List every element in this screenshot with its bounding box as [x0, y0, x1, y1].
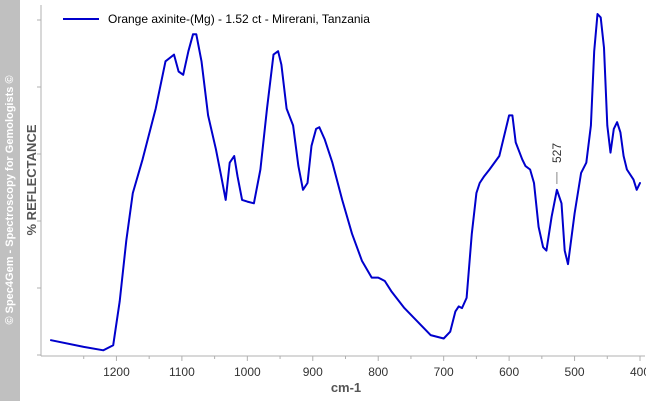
- x-tick-label: 1100: [169, 365, 195, 379]
- watermark-sidebar: © Spec4Gem - Spectroscopy for Gemologist…: [0, 0, 20, 401]
- x-tick-label: 400: [630, 365, 646, 379]
- y-axis-title: % REFLECTANCE: [24, 124, 39, 235]
- legend-label: Orange axinite-(Mg) - 1.52 ct - Mirerani…: [108, 12, 370, 26]
- x-tick-label: 700: [434, 365, 454, 379]
- annotation-layer: 527: [550, 143, 564, 184]
- x-tick-label: 800: [368, 365, 388, 379]
- x-axis-title: cm-1: [331, 380, 361, 395]
- x-tick-label: 600: [499, 365, 519, 379]
- x-tick-label: 1200: [103, 365, 130, 379]
- x-tick-label: 1000: [234, 365, 261, 379]
- y-axis-ticks: [37, 19, 41, 356]
- x-axis-ticks: 1200 1100 1000 900 800 700 600 500 400: [83, 356, 646, 379]
- series-line: [50, 13, 641, 352]
- x-tick-label: 500: [565, 365, 585, 379]
- x-tick-label: 900: [303, 365, 323, 379]
- legend: Orange axinite-(Mg) - 1.52 ct - Mirerani…: [63, 12, 370, 26]
- annotation-label: 527: [550, 143, 564, 163]
- series-layer: [50, 13, 641, 352]
